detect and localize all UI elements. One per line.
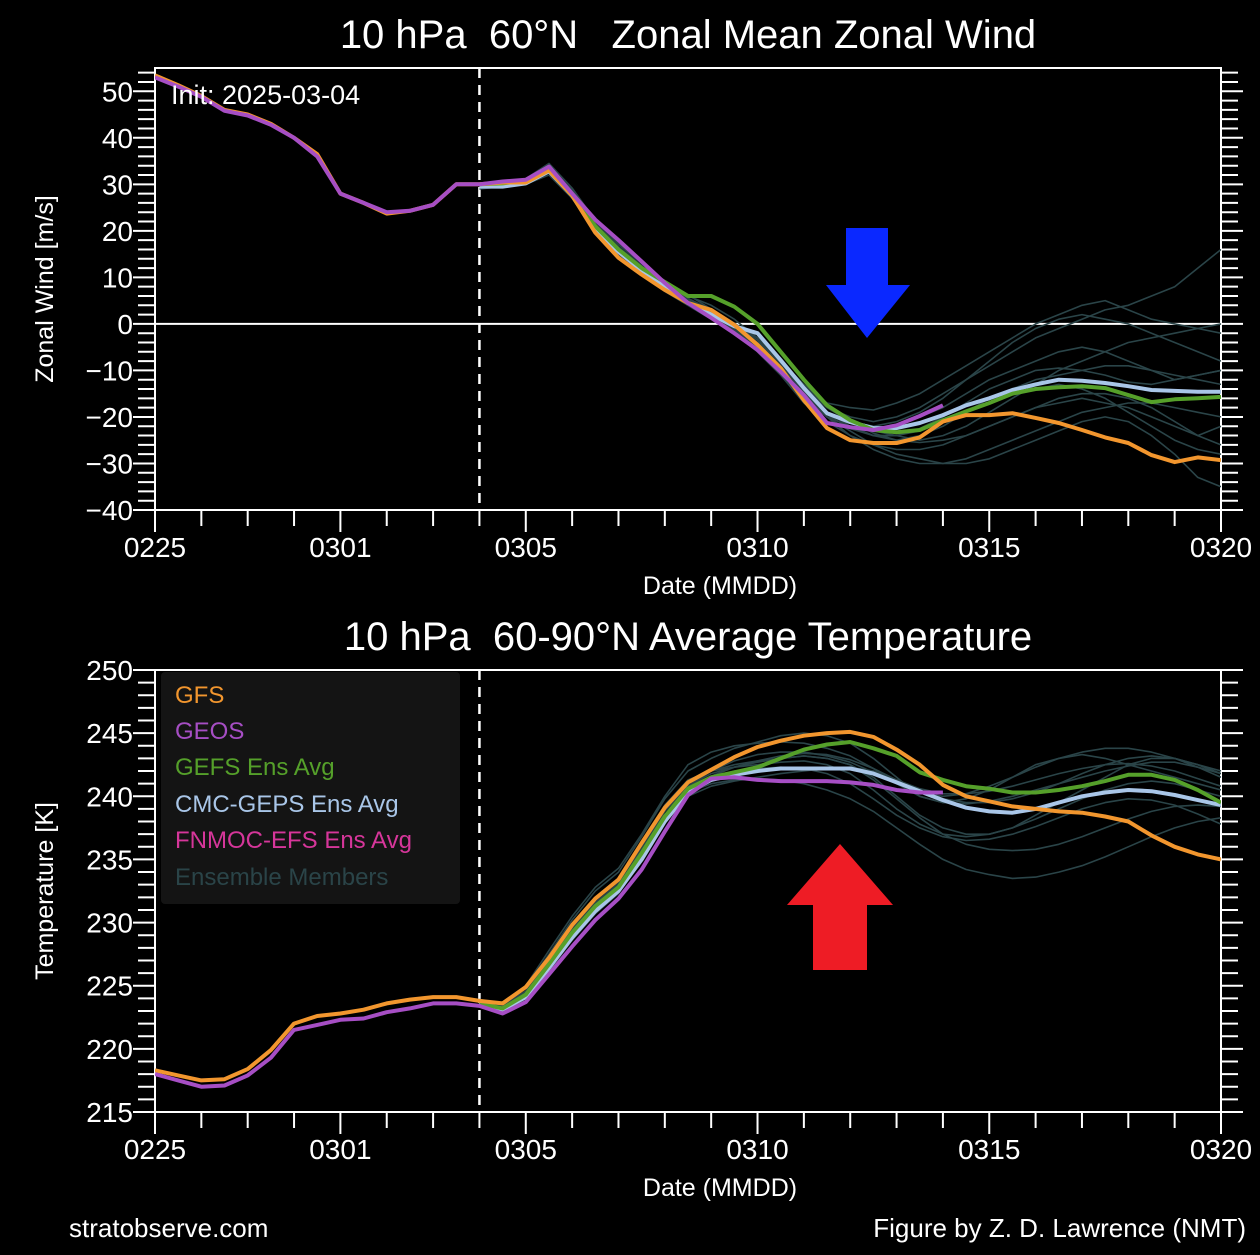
init-label: Init: 2025-03-04 <box>171 80 360 110</box>
temperature-ensemble-member-line <box>479 741 1221 1005</box>
wind-series-geos <box>155 75 944 432</box>
temperature-y-tick-label: 215 <box>86 1097 133 1128</box>
temperature-x-tick-label: 0310 <box>726 1134 788 1165</box>
legend: GFS GEOS GEFS Ens Avg CMC-GEPS Ens Avg F… <box>161 672 460 904</box>
wind-x-tick-label: 0225 <box>124 532 186 563</box>
temperature-series-cmc-geps-ens-avg <box>478 766 1221 1012</box>
legend-item-ensemble: Ensemble Members <box>175 864 388 891</box>
temperature-y-tick-label: 240 <box>86 781 133 812</box>
wind-x-tick-label: 0301 <box>309 532 371 563</box>
temperature-x-tick-label: 0315 <box>958 1134 1020 1165</box>
wind-series-gfs <box>155 73 1221 465</box>
legend-item-cmc: CMC-GEPS Ens Avg <box>175 791 399 818</box>
temperature-plot-frame <box>154 669 1222 1113</box>
wind-y-tick-label: 50 <box>102 76 133 107</box>
temperature-plot-area <box>155 670 1221 1112</box>
wind-y-tick-label: 40 <box>102 123 133 154</box>
wind-y-tick-label: −30 <box>86 448 134 479</box>
temperature-series-gfs <box>155 729 1221 1083</box>
temperature-y-tick-label: 230 <box>86 908 133 939</box>
legend-box <box>161 672 460 904</box>
wind-y-tick-label: 10 <box>102 262 133 293</box>
wind-panel: 50 40 30 20 10 0 −10 −20 −30 −40 0225 0301 0305 0310 0… <box>31 67 1252 600</box>
footer-credit: Figure by Z. D. Lawrence (NMT) <box>873 1213 1246 1243</box>
wind-x-tick-label: 0315 <box>958 532 1020 563</box>
wind-chart-title: 10 hPa 60°N Zonal Mean Zonal Wind <box>340 13 1036 57</box>
temperature-x-tick-label: 0320 <box>1190 1134 1252 1165</box>
wind-plot-frame <box>154 67 1222 511</box>
wind-y-tick-label: 30 <box>102 169 133 200</box>
wind-y-tick-label: −20 <box>86 402 134 433</box>
temperature-series-gefs-ens-avg <box>478 740 1221 1011</box>
temperature-x-axis-label: Date (MMDD) <box>643 1174 797 1202</box>
wind-plot-area <box>155 68 1221 510</box>
legend-item-gefs: GEFS Ens Avg <box>175 754 335 781</box>
wind-x-tick-label: 0320 <box>1190 532 1252 563</box>
temperature-chart-title: 10 hPa 60-90°N Average Temperature <box>344 615 1032 659</box>
wind-y-tick-label: 0 <box>117 309 133 340</box>
temperature-y-tick-label: 225 <box>86 971 133 1002</box>
up-arrow-icon <box>787 844 893 970</box>
temperature-x-tick-label: 0225 <box>124 1134 186 1165</box>
wind-y-axis-label: Zonal Wind [m/s] <box>31 195 59 383</box>
temperature-y-axis-label: Temperature [K] <box>31 802 59 980</box>
temperature-y-tick-label: 245 <box>86 718 133 749</box>
legend-item-geos: GEOS <box>175 718 244 745</box>
temperature-y-tick-label: 220 <box>86 1034 133 1065</box>
temperature-y-tick-label: 250 <box>86 655 133 686</box>
wind-x-tick-label: 0310 <box>726 532 788 563</box>
wind-y-tick-label: 20 <box>102 216 133 247</box>
temperature-panel: 250 245 240 235 230 225 220 215 0225 0301 0305 0310… <box>31 655 1252 1202</box>
wind-y-tick-label: −40 <box>86 495 134 526</box>
wind-x-tick-label: 0305 <box>495 532 557 563</box>
temperature-series-geos <box>155 775 943 1089</box>
temperature-x-tick-label: 0305 <box>495 1134 557 1165</box>
temperature-y-tick-label: 235 <box>86 844 133 875</box>
down-arrow-icon <box>826 228 910 338</box>
wind-y-tick-label: −10 <box>86 355 134 386</box>
wind-x-axis-label: Date (MMDD) <box>643 572 797 600</box>
legend-item-gfs: GFS <box>175 682 224 709</box>
legend-item-fnmoc: FNMOC-EFS Ens Avg <box>175 827 412 854</box>
wind-series-gefs-ens-avg <box>479 167 1221 435</box>
temperature-x-tick-label: 0301 <box>309 1134 371 1165</box>
footer-site: stratobserve.com <box>69 1213 268 1243</box>
